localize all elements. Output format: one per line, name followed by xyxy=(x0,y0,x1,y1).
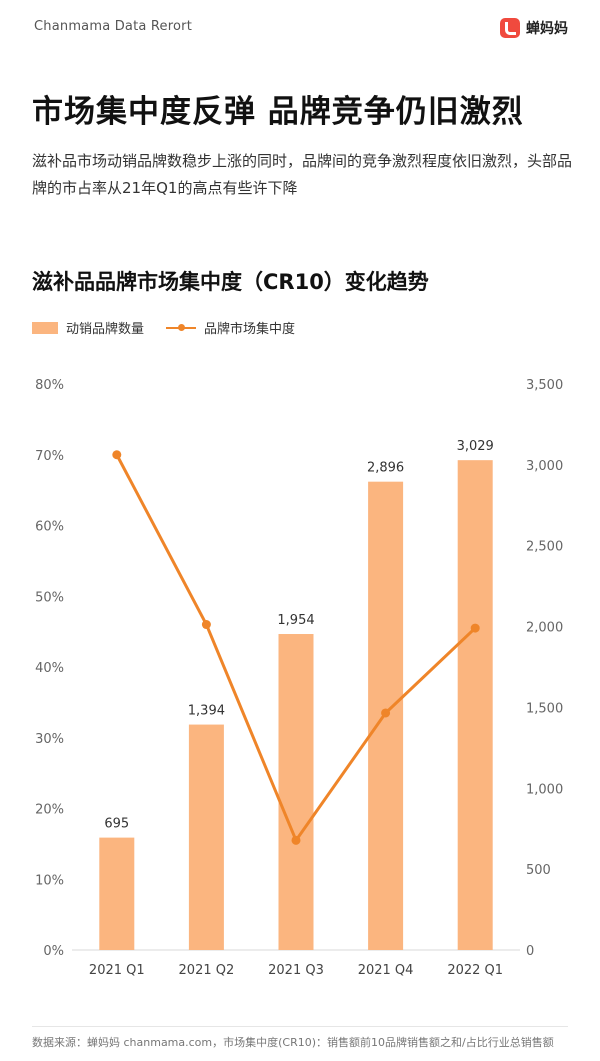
data-source-note: 数据来源：蝉妈妈 chanmama.com，市场集中度(CR10)：销售额前10… xyxy=(32,1036,554,1049)
x-axis-category-label: 2022 Q1 xyxy=(447,963,503,978)
left-axis-tick-label: 40% xyxy=(35,661,64,676)
bar-data-label: 3,029 xyxy=(457,439,494,454)
legend-bar-label: 动销品牌数量 xyxy=(66,322,145,337)
concentration-point xyxy=(470,623,480,633)
left-axis-tick-label: 30% xyxy=(35,732,64,747)
bar-data-label: 1,394 xyxy=(188,704,225,719)
page-description: 滋补品市场动销品牌数稳步上涨的同时，品牌间的竞争激烈程度依旧激烈，头部品牌的市占… xyxy=(32,152,573,197)
combo-chart: 0% 10% 20% 30% 40% 50% 60% 70% 80% 0 500 1,000 1,500… xyxy=(35,378,563,978)
legend-bar-swatch xyxy=(32,321,58,334)
page-headline: 市场集中度反弹 品牌竞争仍旧激烈 xyxy=(32,94,524,130)
bar-data-label: 1,954 xyxy=(277,613,314,628)
concentration-point xyxy=(381,708,391,718)
left-axis-tick-label: 80% xyxy=(35,378,64,393)
right-axis-tick-label: 3,000 xyxy=(526,459,563,474)
right-axis-tick-label: 1,000 xyxy=(526,782,563,797)
right-axis-tick-label: 3,500 xyxy=(526,378,563,393)
bar xyxy=(457,460,493,950)
footer-divider xyxy=(32,1026,568,1027)
brand-english-name: Chanmama Data Rerort xyxy=(34,19,192,34)
bar xyxy=(278,634,314,950)
x-axis-category-label: 2021 Q1 xyxy=(89,963,145,978)
left-axis-tick-label: 20% xyxy=(35,803,64,818)
left-axis-tick-label: 10% xyxy=(35,873,64,888)
legend-item-line: 品牌市场集中度 xyxy=(166,318,295,337)
concentration-point xyxy=(112,450,122,460)
x-axis-category-label: 2021 Q2 xyxy=(179,963,235,978)
report-header: Chanmama Data Rerort 蝉妈妈 xyxy=(0,0,600,58)
concentration-point xyxy=(201,620,211,630)
chanmama-logo-icon xyxy=(500,18,520,38)
legend-line-label: 品牌市场集中度 xyxy=(204,322,296,337)
left-axis-tick-label: 60% xyxy=(35,520,64,535)
left-axis-tick-label: 50% xyxy=(35,590,64,605)
left-axis-tick-label: 70% xyxy=(35,449,64,464)
brand-logo: 蝉妈妈 xyxy=(500,18,568,38)
bar xyxy=(188,724,224,950)
left-axis-tick-label: 0% xyxy=(43,944,64,959)
chart-title: 滋补品品牌市场集中度（CR10）变化趋势 xyxy=(32,270,429,294)
bar xyxy=(99,837,135,950)
concentration-point xyxy=(291,835,301,845)
right-axis-tick-label: 2,500 xyxy=(526,540,563,555)
legend-item-bar: 动销品牌数量 xyxy=(32,318,144,337)
right-axis-tick-label: 2,000 xyxy=(526,621,563,636)
bar-data-label: 2,896 xyxy=(367,461,404,476)
right-axis-tick-label: 500 xyxy=(526,863,551,878)
right-axis-tick-label: 1,500 xyxy=(526,701,563,716)
bar-data-label: 695 xyxy=(104,817,129,832)
x-axis-category-label: 2021 Q3 xyxy=(268,963,324,978)
chart-legend: 动销品牌数量 品牌市场集中度 xyxy=(32,318,317,337)
x-axis-category-label: 2021 Q4 xyxy=(358,963,414,978)
legend-line-swatch xyxy=(166,323,197,331)
right-axis-tick-label: 0 xyxy=(526,944,534,959)
brand-logo-text: 蝉妈妈 xyxy=(526,21,568,37)
